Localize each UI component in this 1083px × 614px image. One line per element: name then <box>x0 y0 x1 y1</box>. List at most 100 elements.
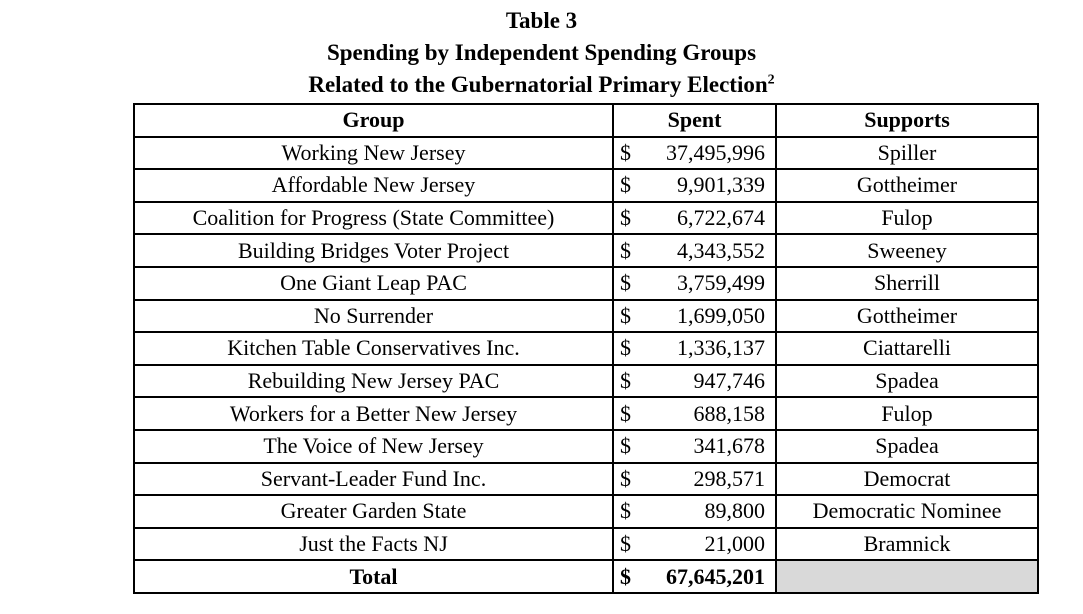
supports-cell: Gottheimer <box>775 298 1039 334</box>
money-value: $37,495,996 <box>615 139 774 165</box>
supports-cell: Gottheimer <box>775 168 1039 203</box>
table-row: Greater Garden State $89,800 Democratic No… <box>133 494 1039 529</box>
supports-cell: Ciattarelli <box>775 331 1039 366</box>
table-number-line: Table 3 <box>505 8 578 33</box>
table-row: The Voice of New Jersey $341,678 Spadea <box>133 428 1039 464</box>
supports-cell: Fulop <box>775 396 1039 431</box>
spent-amount: 947,746 <box>693 367 766 393</box>
spent-cell: $341,678 <box>612 428 777 464</box>
spent-cell: $298,571 <box>612 461 777 497</box>
currency-symbol: $ <box>620 498 631 524</box>
spent-amount: 9,901,339 <box>677 172 765 198</box>
currency-symbol: $ <box>620 139 631 165</box>
total-label-cell: Total <box>133 559 614 594</box>
group-cell: One Giant Leap PAC <box>133 265 614 301</box>
spent-cell: $89,800 <box>612 494 777 529</box>
currency-symbol: $ <box>620 172 631 198</box>
group-cell: Workers for a Better New Jersey <box>133 396 614 431</box>
group-cell: No Surrender <box>133 298 614 334</box>
group-cell: Greater Garden State <box>133 494 614 529</box>
money-value: $6,722,674 <box>615 204 774 230</box>
group-cell: Just the Facts NJ <box>133 526 614 562</box>
supports-cell: Democrat <box>775 461 1039 497</box>
supports-cell: Spadea <box>775 428 1039 464</box>
group-cell: Rebuilding New Jersey PAC <box>133 363 614 399</box>
currency-symbol: $ <box>620 367 631 393</box>
currency-symbol: $ <box>620 530 631 556</box>
table-row: Rebuilding New Jersey PAC $947,746 Spadea <box>133 363 1039 399</box>
spending-table: Group Spent Supports Working New Jersey $… <box>133 103 1039 594</box>
spent-amount: 37,495,996 <box>666 139 765 165</box>
table-row: Coalition for Progress (State Committee)… <box>133 200 1039 236</box>
table-row: Just the Facts NJ $21,000 Bramnick <box>133 526 1039 562</box>
table-row: Building Bridges Voter Project $4,343,552… <box>133 233 1039 268</box>
currency-symbol: $ <box>620 270 631 296</box>
currency-symbol: $ <box>620 400 631 426</box>
money-value: $9,901,339 <box>615 172 774 198</box>
money-value: $89,800 <box>615 498 774 524</box>
table-row: Affordable New Jersey $9,901,339 Gottheime… <box>133 168 1039 203</box>
spent-amount: 341,678 <box>693 433 766 459</box>
footnote-marker: 2 <box>767 72 775 88</box>
total-row: Total $ 67,645,201 <box>133 559 1039 594</box>
currency-symbol: $ <box>620 204 631 230</box>
spent-amount: 3,759,499 <box>677 270 765 296</box>
table-title-block: Table 3 Spending by Independent Spending… <box>0 5 1083 101</box>
money-value: $1,699,050 <box>615 302 774 328</box>
header-row: Group Spent Supports <box>133 103 1039 138</box>
supports-cell: Sherrill <box>775 265 1039 301</box>
table-row: Workers for a Better New Jersey $688,158 F… <box>133 396 1039 431</box>
group-cell: Coalition for Progress (State Committee) <box>133 200 614 236</box>
table-row: Working New Jersey $37,495,996 Spiller <box>133 135 1039 171</box>
spent-cell: $1,699,050 <box>612 298 777 334</box>
spent-cell: $21,000 <box>612 526 777 562</box>
group-cell: Affordable New Jersey <box>133 168 614 203</box>
group-cell: Building Bridges Voter Project <box>133 233 614 268</box>
total-spent-amount: 67,645,201 <box>666 563 765 589</box>
money-value: $4,343,552 <box>615 237 774 263</box>
money-value: $947,746 <box>615 367 774 393</box>
table-subtitle-text: Related to the Gubernatorial Primary Ele… <box>308 72 768 97</box>
spent-cell: $37,495,996 <box>612 135 777 171</box>
currency-symbol: $ <box>620 433 631 459</box>
total-supports-cell-shaded <box>775 559 1039 594</box>
money-value: $3,759,499 <box>615 270 774 296</box>
spent-cell: $947,746 <box>612 363 777 399</box>
money-value: $1,336,137 <box>615 335 774 361</box>
money-value: $341,678 <box>615 433 774 459</box>
spent-amount: 89,800 <box>704 498 766 524</box>
group-cell: Servant-Leader Fund Inc. <box>133 461 614 497</box>
table-row: Kitchen Table Conservatives Inc. $1,336,1… <box>133 331 1039 366</box>
spent-amount: 4,343,552 <box>677 237 765 263</box>
currency-symbol: $ <box>620 302 631 328</box>
supports-cell: Fulop <box>775 200 1039 236</box>
money-value: $21,000 <box>615 530 774 556</box>
spent-cell: $9,901,339 <box>612 168 777 203</box>
spent-amount: 1,699,050 <box>677 302 765 328</box>
supports-cell: Bramnick <box>775 526 1039 562</box>
spent-amount: 688,158 <box>693 400 766 426</box>
spent-amount: 6,722,674 <box>677 204 765 230</box>
currency-symbol: $ <box>620 465 631 491</box>
total-money-value: $ 67,645,201 <box>615 563 774 589</box>
supports-cell: Democratic Nominee <box>775 494 1039 529</box>
table-row: One Giant Leap PAC $3,759,499 Sherrill <box>133 265 1039 301</box>
total-spent-cell: $ 67,645,201 <box>612 559 777 594</box>
supports-cell: Sweeney <box>775 233 1039 268</box>
group-cell: Working New Jersey <box>133 135 614 171</box>
currency-symbol: $ <box>620 335 631 361</box>
money-value: $688,158 <box>615 400 774 426</box>
group-cell: The Voice of New Jersey <box>133 428 614 464</box>
spent-amount: 1,336,137 <box>677 335 765 361</box>
spent-cell: $1,336,137 <box>612 331 777 366</box>
table-title-line: Spending by Independent Spending Groups <box>326 40 757 65</box>
money-value: $298,571 <box>615 465 774 491</box>
spent-amount: 21,000 <box>704 530 766 556</box>
supports-cell: Spiller <box>775 135 1039 171</box>
spent-cell: $4,343,552 <box>612 233 777 268</box>
supports-cell: Spadea <box>775 363 1039 399</box>
spent-amount: 298,571 <box>693 465 766 491</box>
spent-cell: $6,722,674 <box>612 200 777 236</box>
table-subtitle-line: Related to the Gubernatorial Primary Ele… <box>0 69 1083 101</box>
